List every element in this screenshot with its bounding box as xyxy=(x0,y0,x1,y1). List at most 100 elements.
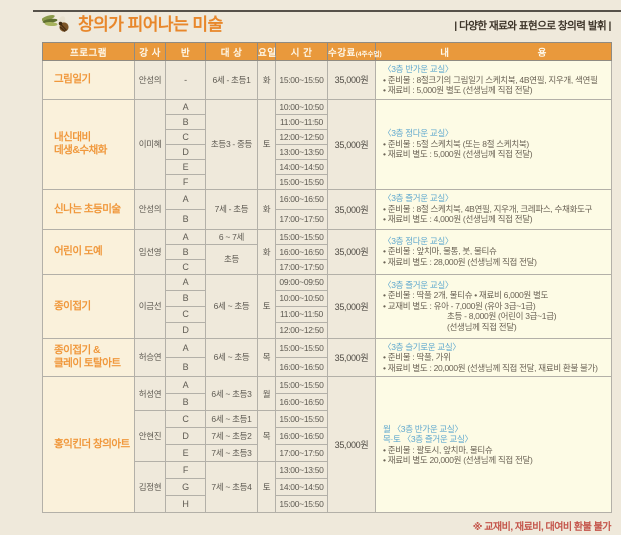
time-cell: 16:00~16:50 xyxy=(275,356,328,378)
target-cell: 초등 xyxy=(205,243,258,275)
column-header-4: 요일 xyxy=(257,42,276,61)
content-cell: 〈3층 반가운 교실〉 • 준비물 : 8절크기의 그림일기 스케치북, 4B연필… xyxy=(375,60,612,100)
day-cell: 목 xyxy=(257,410,276,462)
program-cell: 종이접기 & 클레이 토탈아트 xyxy=(42,337,135,377)
class-cell: E xyxy=(165,444,206,462)
time-cell: 14:00~14:50 xyxy=(275,158,328,175)
column-header-7: 내 용 xyxy=(375,42,612,61)
content-line: • 재료비 별도 : 20,000원 (선생님께 직접 전달, 재료비 환불 불… xyxy=(383,362,598,373)
table-row: 김정현 F 7세 ~ 초등4 토 13:00~13:50 xyxy=(43,461,612,513)
day-cell: 토 xyxy=(257,273,276,339)
time-cell: 17:00~17:50 xyxy=(275,258,328,275)
content-line: • 준비물 : 앞치마, 물통, 붓, 물티슈 xyxy=(383,246,497,257)
target-cell: 7세 ~ 초등3 xyxy=(205,444,258,462)
program-cell: 그림일기 xyxy=(42,60,135,100)
target-cell: 6 ~ 7세 xyxy=(205,228,258,245)
day-cell: 토 xyxy=(257,461,276,513)
table-row: 그림일기 안성의 -6세 - 초등1 화 15:00~15:50 35,000원 〈3층 반… xyxy=(42,60,612,100)
target-cell: 6세 ~ 초등 xyxy=(205,337,258,377)
content-line: • 교재비 별도 : 유아 - 7,000원 (유아 3급~1급) xyxy=(383,300,536,311)
page-tagline: | 다양한 재료와 표현으로 창의력 발휘 | xyxy=(454,20,611,32)
time-cell: 17:00~17:50 xyxy=(275,444,328,462)
time-cell: 15:00~15:50 xyxy=(275,495,328,513)
class-cell: A xyxy=(165,228,206,245)
time-cell: 13:00~13:50 xyxy=(275,461,328,479)
time-cell: 12:00~12:50 xyxy=(275,321,328,339)
time-cell: 16:00~16:50 xyxy=(275,243,328,260)
content-line: 초등 - 8,000원 (어린이 3급~1급) xyxy=(447,311,557,322)
class-cell: B xyxy=(165,113,206,130)
class-cell: A xyxy=(165,188,206,210)
time-cell: 11:00~11:50 xyxy=(275,113,328,130)
day-cell: 화 xyxy=(257,228,276,275)
program-cell: 내신대비 데생&수채화 xyxy=(42,98,135,190)
content-line: • 준비물 : 딱풀, 가위 xyxy=(383,352,451,362)
day-cell: 목 xyxy=(257,337,276,377)
time-cell: 10:00~10:50 xyxy=(275,289,328,307)
column-header-sub: (4주수업) xyxy=(355,50,382,58)
table-row: 종이접기 이금선 A 6세 ~ 초등 토 09:00~09:50 35,000원 〈3층 즐거… xyxy=(42,273,612,339)
instructor-cell: 안성의 xyxy=(134,188,166,230)
table-row: 안현진 C 6세 ~ 초등1 목 15:00~15:50 xyxy=(43,410,612,462)
target-cell: 6세 - 초등1 xyxy=(205,60,258,100)
classroom-label: 〈3층 슬기로운 교실〉 xyxy=(383,341,461,352)
content-line: • 준비물 : 8절 스케치북, 4B연필, 지우개, 크레파스, 수채화도구 xyxy=(383,203,593,214)
content-line: • 준비물 : 딱풀 2개, 물티슈 • 재료비 6,000원 별도 xyxy=(383,290,549,301)
bee-leaves-icon xyxy=(42,14,69,32)
time-cell: 17:00~17:50 xyxy=(275,208,328,230)
column-header-0: 프로그램 xyxy=(42,42,135,61)
table-row: 종이접기 & 클레이 토탈아트 허승연 A 6세 ~ 초등 목 15:00~15:50 35,… xyxy=(42,337,612,377)
target-cell: 6세 ~ 초등3 xyxy=(205,376,258,411)
table-row: C 17:00~17:50 xyxy=(43,258,612,275)
table-row: B 16:00~16:50 xyxy=(43,356,612,378)
table-row: B 10:00~10:50 xyxy=(43,289,612,307)
column-header-3: 대 상 xyxy=(205,42,258,61)
class-cell: - xyxy=(165,60,206,100)
class-cell: F xyxy=(165,173,206,190)
page-header: 창의가 피어나는 미술 | 다양한 재료와 표현으로 창의력 발휘 | xyxy=(42,10,611,35)
table-row: G 14:00~14:50 xyxy=(43,478,612,496)
time-cell: 16:00~16:50 xyxy=(275,427,328,445)
classroom-label: 〈3층 정다운 교실〉 xyxy=(383,128,454,139)
time-cell: 15:00~15:50 xyxy=(275,337,328,358)
classroom-label: 〈3층 정다운 교실〉 xyxy=(383,235,454,246)
instructor-cell: 임선영 xyxy=(134,228,166,275)
content-cell: 〈3층 슬기로운 교실〉 • 준비물 : 딱풀, 가위 • 재료비 별도 : 20,… xyxy=(375,337,612,377)
class-cell: B xyxy=(165,243,206,260)
content-cell: 〈3층 정다운 교실〉 • 준비물 : 5절 스케치북 (또는 8절 스케치북) •… xyxy=(375,98,612,190)
instructor-cell: 안현진 xyxy=(134,410,166,462)
program-cell: 신나는 초등미술 xyxy=(42,188,135,230)
content-line: • 준비물 : 팔토시, 앞치마, 물티슈 xyxy=(383,444,493,455)
column-header-5: 시 간 xyxy=(275,42,328,61)
content-line: (선생님께 직접 전달) xyxy=(447,321,517,332)
table-row: B 16:00~16:50 xyxy=(43,393,612,411)
class-cell: A xyxy=(165,376,206,394)
content-line: • 재료비 별도 20,000원 (선생님께 직접 전달) xyxy=(383,455,533,465)
fee-cell: 35,000원 xyxy=(327,188,376,230)
class-cell: H xyxy=(165,495,206,513)
program-cell: 어린이 도예 xyxy=(42,228,135,275)
instructor-cell: 안성의 xyxy=(134,60,166,100)
instructor-cell: 이금선 xyxy=(134,273,166,339)
class-cell: G xyxy=(165,478,206,496)
class-cell: F xyxy=(165,461,206,479)
table-row: H 15:00~15:50 xyxy=(43,495,612,513)
table-row: E 7세 ~ 초등3 17:00~17:50 xyxy=(43,444,612,462)
class-cell: A xyxy=(165,337,206,358)
instructor-cell: 이미혜 xyxy=(134,98,166,190)
class-cell: B xyxy=(165,289,206,307)
target-cell: 7세 ~ 초등2 xyxy=(205,427,258,445)
table-body: 그림일기 안성의 -6세 - 초등1 화 15:00~15:50 35,000원 〈3층 반… xyxy=(42,60,612,513)
table-row: F 15:00~15:50 xyxy=(43,173,612,190)
time-cell: 15:00~15:50 xyxy=(275,410,328,428)
time-cell: 13:00~13:50 xyxy=(275,143,328,160)
content-cell: 〈3층 즐거운 교실〉 • 준비물 : 딱풀 2개, 물티슈 • 재료비 6,00… xyxy=(375,273,612,339)
day-cell: 월 xyxy=(257,376,276,411)
fee-cell: 35,000원 xyxy=(327,228,376,275)
content-line: • 재료비 : 5,000원 별도 (선생님께 직접 전달) xyxy=(383,85,533,95)
class-cell: B xyxy=(165,356,206,378)
fee-cell: 35,000원 xyxy=(327,376,376,513)
class-cell: A xyxy=(165,98,206,115)
